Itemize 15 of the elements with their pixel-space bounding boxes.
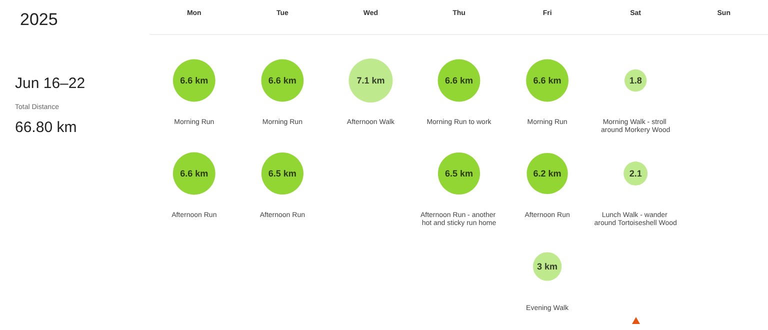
data-label: 6.6 km xyxy=(533,76,562,86)
data-label: 6.6 km xyxy=(444,76,474,86)
data-label: 6.6 km xyxy=(268,76,296,86)
data-label: 1.8 xyxy=(629,76,642,86)
text: 66.80 km xyxy=(15,119,77,136)
data-label: 3 km xyxy=(537,262,558,272)
data-label: 6.5 km xyxy=(268,168,296,178)
data-label: 2.1 xyxy=(629,168,642,178)
text: Jun 16–22 xyxy=(15,75,86,92)
data-label: 6.5 km xyxy=(444,168,474,178)
data-label: 6.6 km xyxy=(180,168,208,178)
text: 2025 xyxy=(20,10,58,29)
data-label: 6.2 km xyxy=(533,168,562,178)
data-label: 6.6 km xyxy=(180,76,208,86)
data-label: 7.1 km xyxy=(356,76,385,86)
